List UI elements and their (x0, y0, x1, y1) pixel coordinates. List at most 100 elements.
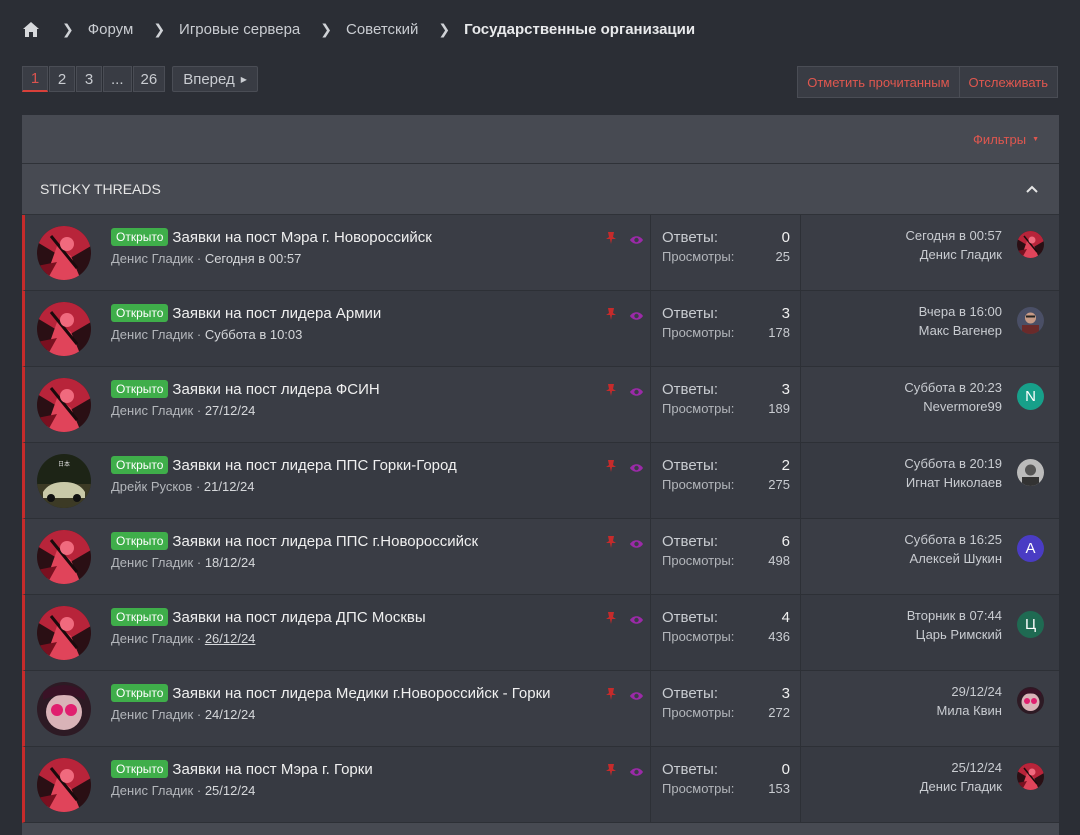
watch-button[interactable]: Отслеживать (959, 66, 1058, 98)
mark-read-button[interactable]: Отметить прочитанным (797, 66, 960, 98)
thread-author[interactable]: Денис Гладик (111, 251, 194, 266)
status-badge[interactable]: Открыто (111, 304, 169, 322)
thread-date[interactable]: 18/12/24 (204, 555, 256, 570)
last-post-user[interactable]: Nevermore99 (923, 399, 1002, 414)
last-poster-avatar[interactable]: Ц (1017, 611, 1044, 638)
last-post-user[interactable]: Денис Гладик (919, 247, 1002, 262)
last-poster-avatar[interactable] (1017, 763, 1044, 790)
thread-row[interactable]: Открыто Заявки на пост Мэра г. Горки Ден… (22, 747, 1059, 823)
status-badge[interactable]: Открыто (111, 228, 169, 246)
thread-date[interactable]: 27/12/24 (204, 403, 256, 418)
thread-title[interactable]: Заявки на пост Мэра г. Новороссийск (172, 228, 432, 246)
thread-row[interactable]: 日本 Открыто Заявки на пост лидера ППС Гор… (22, 443, 1059, 519)
author-avatar[interactable] (37, 682, 91, 736)
thread-date[interactable]: 21/12/24 (203, 479, 255, 494)
thread-title[interactable]: Заявки на пост лидера ФСИН (172, 380, 380, 398)
last-post-cell: 25/12/24 Денис Гладик (801, 747, 1059, 822)
status-badge[interactable]: Открыто (111, 380, 169, 398)
thread-author[interactable]: Денис Гладик (111, 783, 194, 798)
thread-author[interactable]: Денис Гладик (111, 555, 194, 570)
replies-count: 3 (781, 685, 790, 702)
thread-author[interactable]: Денис Гладик (111, 631, 194, 646)
last-post-date[interactable]: 29/12/24 (951, 684, 1002, 699)
last-post-date[interactable]: 25/12/24 (951, 760, 1002, 775)
thread-meta: Денис Гладик · 27/12/24 (111, 403, 256, 418)
thread-title[interactable]: Заявки на пост Мэра г. Горки (172, 760, 373, 778)
author-avatar[interactable] (37, 302, 91, 356)
thread-title[interactable]: Заявки на пост лидера ППС г.Новороссийск (172, 532, 479, 550)
thread-info: Открыто Заявки на пост лидера ФСИН Денис… (111, 380, 380, 418)
page-1-button[interactable]: 1 (22, 66, 48, 92)
thread-title[interactable]: Заявки на пост лидера ДПС Москвы (172, 608, 426, 626)
page-ellipsis-button[interactable]: ... (103, 66, 132, 92)
last-post-user[interactable]: Мила Квин (936, 703, 1002, 718)
thread-date[interactable]: Сегодня в 00:57 (204, 251, 302, 266)
last-post-date[interactable]: Вчера в 16:00 (918, 304, 1002, 319)
thread-stats: Ответы: 3 Просмотры: 272 (651, 671, 801, 746)
pin-icon (605, 763, 617, 782)
thread-title-line: Открыто Заявки на пост лидера ППС Горки-… (111, 456, 457, 474)
thread-row[interactable]: Открыто Заявки на пост лидера ДПС Москвы… (22, 595, 1059, 671)
status-badge[interactable]: Открыто (111, 532, 169, 550)
status-badge[interactable]: Открыто (111, 684, 169, 702)
status-badge[interactable]: Открыто (111, 608, 169, 626)
thread-row[interactable]: Открыто Заявки на пост лидера Армии Дени… (22, 291, 1059, 367)
thread-row[interactable]: Открыто Заявки на пост Мэра г. Новоросси… (22, 215, 1059, 291)
breadcrumb-current: Государственные организации (464, 20, 696, 38)
thread-date[interactable]: 24/12/24 (204, 707, 256, 722)
thread-author[interactable]: Денис Гладик (111, 327, 194, 342)
last-post-user[interactable]: Игнат Николаев (905, 475, 1002, 490)
last-post-date[interactable]: Вторник в 07:44 (906, 608, 1002, 623)
thread-author[interactable]: Дрейк Русков (111, 479, 193, 494)
breadcrumb-forum[interactable]: Форум (87, 20, 134, 38)
filters-button[interactable]: Фильтры (973, 131, 1027, 147)
last-post-cell: Сегодня в 00:57 Денис Гладик (801, 215, 1059, 290)
author-avatar[interactable] (37, 378, 91, 432)
last-post-user[interactable]: Царь Римский (915, 627, 1002, 642)
last-poster-avatar[interactable] (1017, 231, 1044, 258)
last-poster-avatar[interactable] (1017, 307, 1044, 334)
author-avatar[interactable] (37, 606, 91, 660)
last-post-date[interactable]: Сегодня в 00:57 (905, 228, 1002, 243)
last-post-date[interactable]: Суббота в 16:25 (904, 532, 1002, 547)
last-poster-avatar[interactable] (1017, 687, 1044, 714)
last-poster-avatar[interactable]: N (1017, 383, 1044, 410)
author-avatar[interactable]: 日本 (37, 454, 91, 508)
last-post-user[interactable]: Макс Вагенер (918, 323, 1002, 338)
last-post-user[interactable]: Алексей Шукин (909, 551, 1002, 566)
last-post-date[interactable]: Суббота в 20:23 (904, 380, 1002, 395)
thread-title[interactable]: Заявки на пост лидера Армии (172, 304, 382, 322)
sticky-threads-header[interactable]: STICKY THREADS (22, 164, 1059, 215)
views-count: 189 (768, 401, 790, 416)
breadcrumb-game-servers[interactable]: Игровые сервера (179, 20, 301, 38)
thread-title[interactable]: Заявки на пост лидера ППС Горки-Город (172, 456, 457, 474)
breadcrumb-sovetsky[interactable]: Советский (346, 20, 419, 38)
author-avatar[interactable] (37, 530, 91, 584)
last-poster-avatar[interactable]: A (1017, 535, 1044, 562)
next-page-button[interactable]: Вперед ▶ (172, 66, 258, 92)
status-badge[interactable]: Открыто (111, 760, 169, 778)
thread-row[interactable]: Открыто Заявки на пост лидера ФСИН Денис… (22, 367, 1059, 443)
page-2-button[interactable]: 2 (49, 66, 75, 92)
last-poster-avatar[interactable] (1017, 459, 1044, 486)
home-icon[interactable] (22, 19, 42, 39)
author-avatar[interactable] (37, 226, 91, 280)
author-avatar[interactable] (37, 758, 91, 812)
thread-date[interactable]: Суббота в 10:03 (204, 327, 303, 342)
thread-info: Открыто Заявки на пост Мэра г. Новоросси… (111, 228, 432, 266)
status-badge[interactable]: Открыто (111, 456, 169, 474)
thread-title[interactable]: Заявки на пост лидера Медики г.Новоросси… (172, 684, 551, 702)
page-26-button[interactable]: 26 (132, 66, 166, 92)
last-post-user[interactable]: Денис Гладик (919, 779, 1002, 794)
thread-date[interactable]: 25/12/24 (204, 783, 256, 798)
eye-icon (629, 460, 644, 478)
last-post-date[interactable]: Суббота в 20:19 (904, 456, 1002, 471)
chevron-up-icon[interactable] (1025, 182, 1039, 196)
page-3-button[interactable]: 3 (76, 66, 102, 92)
thread-date[interactable]: 26/12/24 (204, 631, 256, 646)
thread-row[interactable]: Открыто Заявки на пост лидера ППС г.Ново… (22, 519, 1059, 595)
thread-author[interactable]: Денис Гладик (111, 707, 194, 722)
thread-row[interactable]: Открыто Заявки на пост лидера Медики г.Н… (22, 671, 1059, 747)
thread-status-icons (605, 383, 644, 402)
thread-author[interactable]: Денис Гладик (111, 403, 194, 418)
